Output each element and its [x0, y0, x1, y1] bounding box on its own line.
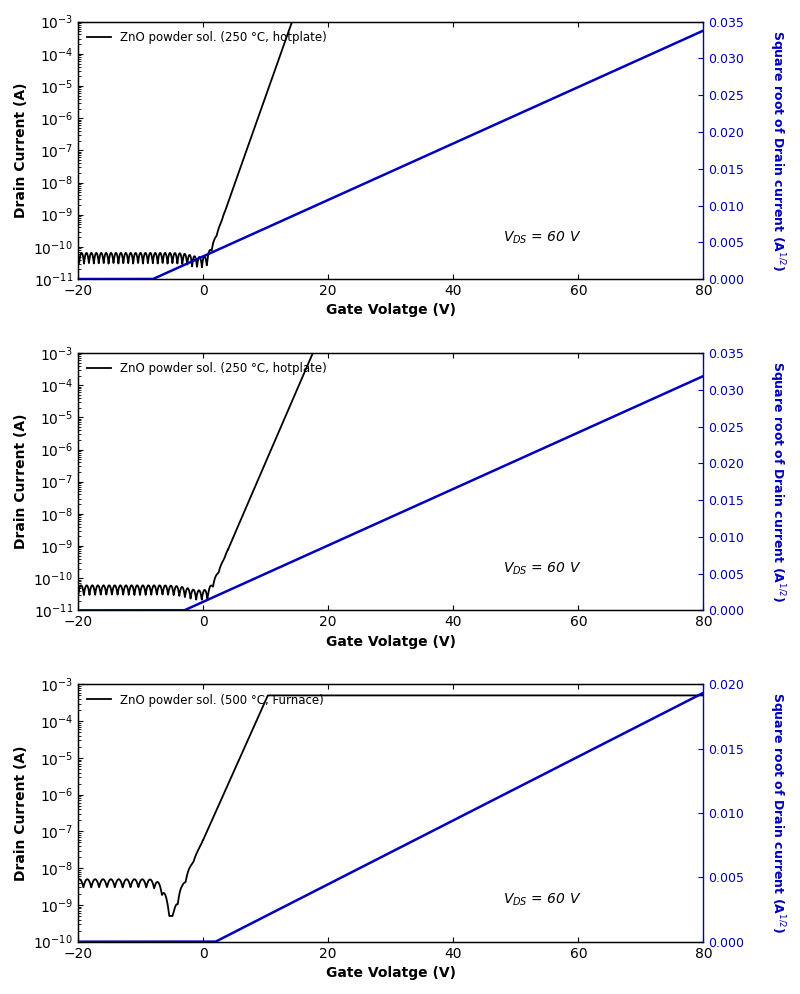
Text: $V_{DS}$ = 60 V: $V_{DS}$ = 60 V — [503, 561, 582, 577]
ZnO powder sol. (250 °C, hotplate) — [336, 16, 346, 28]
Text: $V_{DS}$ = 60 V: $V_{DS}$ = 60 V — [503, 230, 582, 246]
X-axis label: Gate Volatge (V): Gate Volatge (V) — [326, 303, 456, 317]
ZnO powder sol. (250 °C, hotplate) — [308, 347, 318, 359]
ZnO powder sol. (500 °C, Furnace) — [528, 690, 538, 702]
ZnO powder sol. (500 °C, Furnace) — [336, 690, 346, 702]
Line: ZnO powder sol. (250 °C, hotplate): ZnO powder sol. (250 °C, hotplate) — [78, 22, 703, 267]
Legend: ZnO powder sol. (250 °C, hotplate): ZnO powder sol. (250 °C, hotplate) — [84, 359, 330, 379]
X-axis label: Gate Volatge (V): Gate Volatge (V) — [326, 635, 456, 649]
ZnO powder sol. (250 °C, hotplate) — [680, 347, 690, 359]
ZnO powder sol. (250 °C, hotplate) — [649, 16, 658, 28]
ZnO powder sol. (250 °C, hotplate) — [73, 249, 82, 261]
X-axis label: Gate Volatge (V): Gate Volatge (V) — [326, 966, 456, 980]
Y-axis label: Square root of Drain current (A$^{1/2}$): Square root of Drain current (A$^{1/2}$) — [766, 361, 786, 602]
ZnO powder sol. (250 °C, hotplate) — [336, 347, 346, 359]
ZnO powder sol. (500 °C, Furnace) — [649, 690, 658, 702]
ZnO powder sol. (250 °C, hotplate) — [370, 347, 380, 359]
ZnO powder sol. (250 °C, hotplate) — [698, 347, 708, 359]
Text: $V_{DS}$ = 60 V: $V_{DS}$ = 60 V — [503, 892, 582, 909]
ZnO powder sol. (500 °C, Furnace) — [165, 911, 174, 922]
ZnO powder sol. (500 °C, Furnace) — [698, 690, 708, 702]
ZnO powder sol. (250 °C, hotplate) — [197, 261, 206, 273]
Y-axis label: Square root of Drain current (A$^{1/2}$): Square root of Drain current (A$^{1/2}$) — [766, 30, 786, 271]
ZnO powder sol. (250 °C, hotplate) — [342, 16, 351, 28]
ZnO powder sol. (500 °C, Furnace) — [342, 690, 351, 702]
Y-axis label: Drain Current (A): Drain Current (A) — [14, 83, 28, 218]
ZnO powder sol. (500 °C, Furnace) — [73, 875, 82, 887]
ZnO powder sol. (250 °C, hotplate) — [287, 16, 297, 28]
ZnO powder sol. (250 °C, hotplate) — [528, 347, 538, 359]
ZnO powder sol. (500 °C, Furnace) — [680, 690, 690, 702]
Y-axis label: Drain Current (A): Drain Current (A) — [14, 746, 28, 881]
Line: ZnO powder sol. (500 °C, Furnace): ZnO powder sol. (500 °C, Furnace) — [78, 696, 703, 916]
ZnO powder sol. (250 °C, hotplate) — [680, 16, 690, 28]
ZnO powder sol. (250 °C, hotplate) — [528, 16, 538, 28]
Y-axis label: Drain Current (A): Drain Current (A) — [14, 414, 28, 550]
ZnO powder sol. (250 °C, hotplate) — [649, 347, 658, 359]
ZnO powder sol. (250 °C, hotplate) — [698, 16, 708, 28]
ZnO powder sol. (500 °C, Furnace) — [263, 690, 273, 702]
Line: ZnO powder sol. (250 °C, hotplate): ZnO powder sol. (250 °C, hotplate) — [78, 353, 703, 599]
ZnO powder sol. (250 °C, hotplate) — [197, 593, 206, 605]
Legend: ZnO powder sol. (250 °C, hotplate): ZnO powder sol. (250 °C, hotplate) — [84, 28, 330, 48]
ZnO powder sol. (250 °C, hotplate) — [73, 586, 82, 598]
ZnO powder sol. (500 °C, Furnace) — [370, 690, 380, 702]
ZnO powder sol. (250 °C, hotplate) — [370, 16, 380, 28]
Legend: ZnO powder sol. (500 °C, Furnace): ZnO powder sol. (500 °C, Furnace) — [84, 690, 328, 711]
ZnO powder sol. (250 °C, hotplate) — [342, 347, 351, 359]
Y-axis label: Square root of Drain current (A$^{1/2}$): Square root of Drain current (A$^{1/2}$) — [766, 692, 786, 933]
